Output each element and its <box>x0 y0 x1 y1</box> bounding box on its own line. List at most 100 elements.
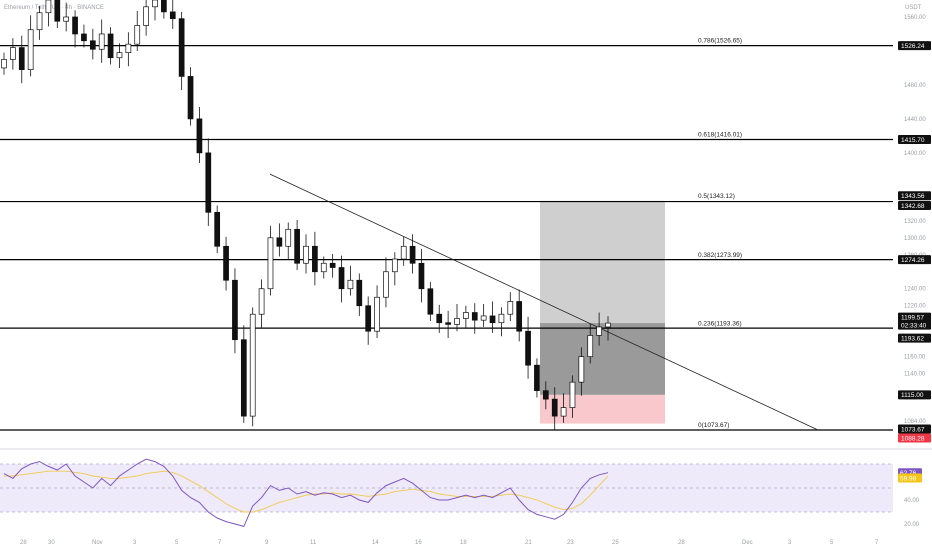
rsi-value-text: 62.76 <box>900 470 917 477</box>
candle-body <box>10 47 16 60</box>
price-label-badge[interactable] <box>898 41 931 51</box>
candle-body <box>312 245 318 273</box>
candle-body <box>125 43 132 54</box>
price-label-badge[interactable] <box>898 320 931 330</box>
price-label-text: 1088.28 <box>901 435 925 442</box>
candle-body <box>427 288 434 315</box>
price-label-badge[interactable] <box>898 390 931 400</box>
time-tick-label: 16 <box>415 540 422 546</box>
trendline-layer[interactable] <box>269 173 819 431</box>
price-axis[interactable]: 1084.001112.001140.001160.001200.001220.… <box>898 15 931 443</box>
price-label-badge[interactable] <box>898 191 931 201</box>
candle-body <box>178 18 185 77</box>
trendline[interactable] <box>269 173 819 431</box>
price-label-badge[interactable] <box>898 433 931 443</box>
candle-body <box>436 313 443 324</box>
candle-body <box>232 279 238 341</box>
candle-body <box>383 271 389 298</box>
rsi-ma-line <box>4 470 609 513</box>
candle-body <box>267 237 274 290</box>
stop-zone[interactable] <box>540 394 665 424</box>
price-tick-label: 1300.00 <box>904 236 926 242</box>
candle-body <box>18 47 25 70</box>
candle-body <box>542 390 549 400</box>
price-tick-label: 1160.00 <box>904 355 926 361</box>
candle-body <box>240 339 247 417</box>
candle-body <box>374 296 380 332</box>
price-label-text: 1526.24 <box>901 43 925 50</box>
candle-body <box>391 258 398 273</box>
candle-body <box>303 245 309 264</box>
candle-body <box>45 0 52 14</box>
rsi-tick-label: 20.00 <box>904 522 920 528</box>
fib-level-label: 0.618(1416.01) <box>698 131 742 138</box>
candle-body <box>320 262 327 273</box>
rsi-tick-label: 40.00 <box>904 498 920 504</box>
time-tick-label: 18 <box>460 540 467 546</box>
price-label-badge[interactable] <box>898 255 931 265</box>
candle-body <box>285 228 292 247</box>
candle-body <box>249 313 256 417</box>
fib-level-label: 0.382(1273.99) <box>698 252 742 259</box>
candle-body <box>578 356 585 383</box>
time-tick-label: Nov <box>92 540 103 546</box>
time-axis[interactable]: 28 30 Nov 3 5 7 9 11 14 16 18 21 23 25 28 Dec 3 5 7 <box>20 540 879 546</box>
price-label-text: 1199.57 <box>901 314 924 321</box>
price-label-badge[interactable] <box>898 424 931 434</box>
time-tick-label: 23 <box>567 540 574 546</box>
time-tick-label: 3 <box>133 540 137 546</box>
price-label-text: 1342.68 <box>901 203 925 210</box>
candle-body <box>365 305 372 332</box>
time-tick-label: 14 <box>372 540 379 546</box>
candle-body <box>152 0 158 8</box>
time-tick-label: 28 <box>678 540 685 546</box>
candle-body <box>463 312 469 319</box>
candle-body <box>63 16 70 22</box>
candle-body <box>169 11 176 20</box>
price-tick-label: 1140.00 <box>904 372 926 378</box>
price-tick-label: 1220.00 <box>904 304 926 310</box>
price-label-text: 1274.26 <box>901 257 925 264</box>
price-label-badge[interactable] <box>898 135 931 145</box>
price-label-badge[interactable] <box>898 312 931 322</box>
time-tick-label: 3 <box>788 540 792 546</box>
target-zone[interactable] <box>540 200 665 324</box>
candle-body <box>205 152 212 213</box>
position-box[interactable] <box>540 200 665 424</box>
candle-body <box>98 33 105 50</box>
candle-body <box>534 364 540 391</box>
price-label-badge[interactable] <box>898 201 931 211</box>
price-label-text: 1193.62 <box>901 335 924 342</box>
candle-body <box>489 315 496 324</box>
time-tick-label: Dec <box>742 540 753 546</box>
candle-body <box>471 312 478 321</box>
entry-zone[interactable] <box>540 323 665 395</box>
candle-body <box>347 279 354 290</box>
price-label-badge[interactable] <box>898 333 931 343</box>
rsi-line <box>3 458 609 527</box>
horizontal-levels[interactable] <box>0 45 893 431</box>
candle-body <box>196 118 203 154</box>
price-tick-label: 1320.00 <box>904 219 926 225</box>
candle-body <box>356 279 363 307</box>
candle-body <box>294 228 300 264</box>
candle-body <box>418 262 425 290</box>
time-tick-label: 28 <box>20 540 27 546</box>
candle-body <box>596 326 602 336</box>
price-tick-label: 1400.00 <box>904 151 926 157</box>
candle-body <box>569 381 576 408</box>
time-tick-label: 21 <box>525 540 532 546</box>
candle-body <box>525 330 531 366</box>
candles-layer <box>1 0 611 430</box>
chart-title: Ethereum / TetherUS · 4h · BINANCE <box>4 5 104 11</box>
candle-body <box>161 0 167 13</box>
candle-body <box>72 16 78 35</box>
price-label-text: 1073.67 <box>901 426 925 433</box>
price-tick-label: 1480.00 <box>904 83 926 89</box>
candle-body <box>445 322 451 325</box>
candle-body <box>1 59 7 69</box>
candle-body <box>89 40 96 50</box>
candle-body <box>258 288 265 315</box>
candle-body <box>276 237 283 247</box>
